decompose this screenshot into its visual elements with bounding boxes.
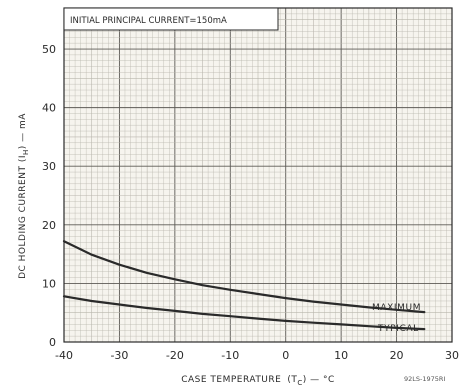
x-axis-label-suffix: ) — °C bbox=[303, 375, 335, 385]
y-tick-label: 30 bbox=[42, 160, 56, 173]
x-axis-label-symbol: (T bbox=[287, 375, 297, 385]
svg-text:CASE TEMPERATURE(TC) — °C: CASE TEMPERATURE (TC) — °C bbox=[181, 375, 335, 387]
series-line-maximum bbox=[62, 240, 426, 314]
x-axis-title: CASE TEMPERATURE (TC) — °C bbox=[181, 375, 335, 387]
x-axis-ticks: -40 -30 -20 -10 0 10 20 30 bbox=[55, 349, 459, 362]
x-tick-label: 20 bbox=[390, 349, 404, 362]
x-tick-label: -20 bbox=[166, 349, 184, 362]
y-tick-label: 0 bbox=[49, 336, 56, 349]
curve-labels: MAXIMUM TYPICAL bbox=[372, 303, 421, 334]
annotation: INITIAL PRINCIPAL CURRENT=150mA bbox=[70, 16, 227, 26]
svg-text:DC HOLDING CURRENT (IH) — mA: DC HOLDING CURRENT (IH) — mA bbox=[18, 113, 30, 279]
y-tick-label: 20 bbox=[42, 219, 56, 232]
y-axis-label-subscript: H bbox=[22, 149, 30, 155]
annotation-box: INITIAL PRINCIPAL CURRENT=150mA bbox=[63, 7, 279, 31]
y-tick-label: 10 bbox=[42, 277, 56, 290]
x-axis-label-subscript: C bbox=[297, 379, 302, 387]
y-axis-title: DC HOLDING CURRENT (IH) — mA bbox=[18, 113, 30, 279]
series-label-typical: TYPICAL bbox=[377, 324, 419, 334]
x-tick-label: -10 bbox=[221, 349, 239, 362]
y-axis-label-suffix: ) — mA bbox=[18, 113, 28, 150]
y-axis-ticks: 0 10 20 30 40 50 bbox=[42, 43, 56, 349]
y-tick-label: 50 bbox=[42, 43, 56, 56]
x-tick-label: -40 bbox=[55, 349, 73, 362]
figure-id: 92LS-1975RI bbox=[404, 375, 445, 383]
series bbox=[62, 240, 426, 331]
series-line-typical bbox=[62, 295, 426, 331]
y-axis-label-main: DC HOLDING CURRENT (I bbox=[18, 155, 28, 279]
series-label-maximum: MAXIMUM bbox=[372, 303, 421, 313]
x-tick-label: 10 bbox=[334, 349, 348, 362]
x-tick-label: 0 bbox=[282, 349, 289, 362]
y-tick-label: 40 bbox=[42, 102, 56, 115]
x-tick-label: 30 bbox=[445, 349, 459, 362]
x-tick-label: -30 bbox=[110, 349, 128, 362]
x-axis-label-main: CASE TEMPERATURE bbox=[181, 375, 281, 385]
